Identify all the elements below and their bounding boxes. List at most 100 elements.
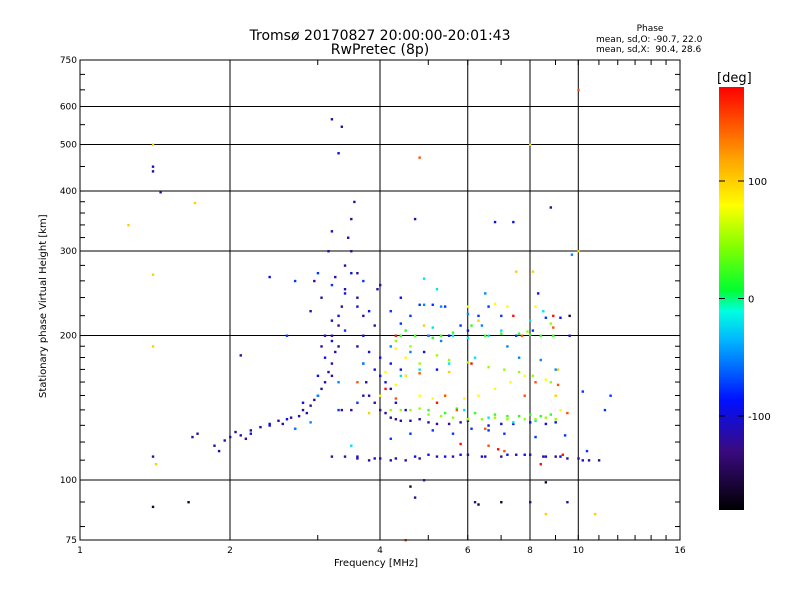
data-point <box>399 296 403 299</box>
data-point <box>316 271 320 275</box>
data-point <box>509 381 512 384</box>
data-point <box>466 361 470 364</box>
data-point <box>487 305 490 308</box>
data-point <box>503 368 506 371</box>
data-point <box>484 292 487 295</box>
data-point <box>323 334 327 337</box>
data-point <box>285 418 289 421</box>
colorbar-tick-label: 0 <box>748 295 754 306</box>
data-point <box>539 462 542 466</box>
data-point <box>340 125 344 128</box>
data-point <box>459 442 462 446</box>
data-point <box>463 408 466 412</box>
data-point <box>447 362 451 365</box>
data-point <box>493 387 497 391</box>
data-point <box>373 368 376 371</box>
data-point <box>577 88 580 92</box>
data-point <box>285 334 289 337</box>
data-point <box>512 314 515 318</box>
data-point <box>196 432 199 435</box>
data-point <box>330 339 334 343</box>
data-point <box>566 457 569 460</box>
data-point <box>556 383 560 387</box>
data-point <box>531 329 535 332</box>
data-point <box>418 368 421 371</box>
chart-title: Tromsø 20170827 20:00:00-20:01:43 <box>249 28 511 44</box>
data-point <box>512 421 515 424</box>
data-point <box>330 283 334 287</box>
data-point <box>389 345 392 348</box>
data-point <box>353 200 356 204</box>
data-point <box>356 345 359 348</box>
data-point <box>500 329 503 332</box>
data-point <box>435 288 439 291</box>
data-point <box>394 418 398 421</box>
data-point <box>517 356 521 359</box>
data-point <box>544 316 548 319</box>
y-tick-label: 300 <box>60 247 77 257</box>
data-point <box>422 324 426 327</box>
data-point <box>466 419 470 422</box>
data-point <box>480 324 484 327</box>
data-point <box>330 362 334 365</box>
data-point <box>451 331 455 334</box>
data-point <box>581 459 584 462</box>
data-point <box>379 374 382 378</box>
data-point <box>320 296 323 299</box>
data-point <box>389 309 392 313</box>
data-point <box>313 279 316 283</box>
data-point <box>539 334 542 337</box>
data-point <box>343 292 347 295</box>
data-point <box>422 277 426 280</box>
data-point <box>523 453 526 456</box>
data-point <box>549 322 553 325</box>
data-point <box>409 350 412 354</box>
data-points <box>127 88 612 542</box>
data-point <box>367 394 371 397</box>
data-point <box>399 322 403 325</box>
data-point <box>384 381 387 384</box>
data-point <box>362 314 365 318</box>
data-point <box>597 459 601 462</box>
data-point <box>389 437 392 440</box>
data-point <box>343 264 347 267</box>
x-tick-label: 1 <box>77 546 83 556</box>
data-point <box>500 455 503 458</box>
data-point <box>413 217 417 221</box>
data-point <box>536 292 540 295</box>
data-point <box>549 206 553 209</box>
data-point <box>435 401 439 404</box>
data-point <box>431 397 434 400</box>
data-point <box>534 381 537 384</box>
data-point <box>447 370 451 374</box>
data-point <box>159 191 162 194</box>
data-point <box>343 288 347 291</box>
data-point <box>268 275 271 279</box>
data-point <box>431 429 434 432</box>
data-point <box>503 432 506 435</box>
data-point <box>506 414 509 418</box>
data-point <box>577 457 580 460</box>
data-point <box>356 271 359 275</box>
data-point <box>554 368 557 371</box>
data-point <box>529 453 532 456</box>
data-point <box>466 418 470 421</box>
data-point <box>373 324 376 327</box>
data-point <box>389 387 392 391</box>
data-point <box>309 421 312 424</box>
data-point <box>435 455 439 458</box>
data-point <box>350 444 353 447</box>
x-tick-label: 16 <box>674 546 686 556</box>
data-point <box>297 414 301 418</box>
data-point <box>389 459 392 462</box>
data-point <box>506 305 509 308</box>
data-point <box>477 314 480 318</box>
colorbar-tick-label: 100 <box>748 177 767 188</box>
data-point <box>506 418 509 421</box>
data-point <box>484 427 487 430</box>
data-point <box>301 401 305 404</box>
data-point <box>367 350 371 354</box>
data-point <box>249 429 253 432</box>
data-point <box>330 230 334 233</box>
data-point <box>337 152 340 155</box>
